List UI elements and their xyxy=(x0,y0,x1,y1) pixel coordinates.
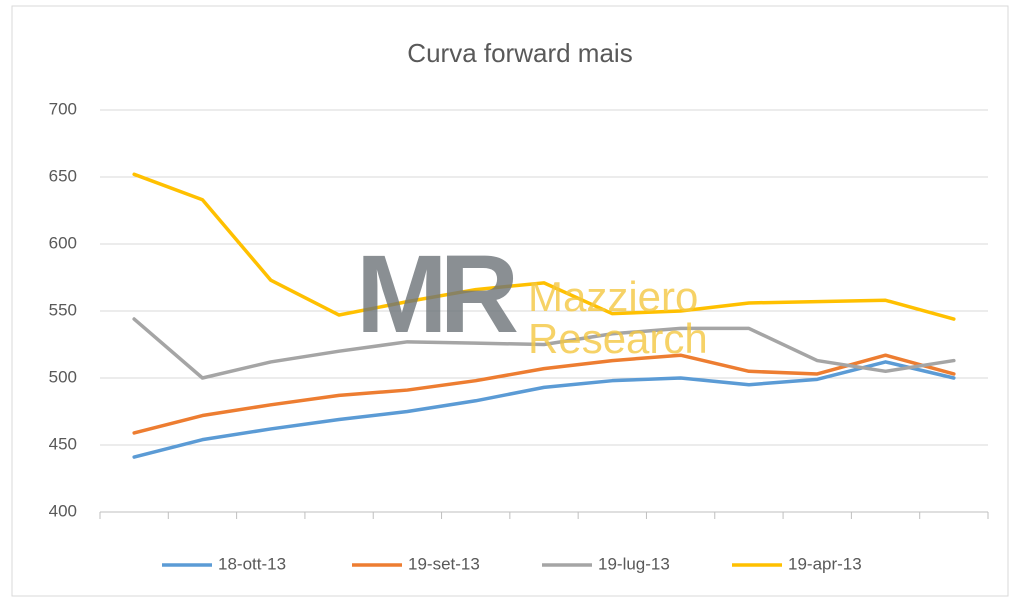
legend-label: 19-set-13 xyxy=(408,554,480,573)
y-tick-label: 650 xyxy=(49,166,77,185)
legend-label: 19-lug-13 xyxy=(598,554,670,573)
data-line xyxy=(132,172,956,321)
watermark: MR Mazziero Research xyxy=(356,233,708,362)
y-tick-label: 600 xyxy=(49,233,77,252)
y-tick-label: 700 xyxy=(49,99,77,118)
watermark-text: Research xyxy=(528,315,708,362)
data-line xyxy=(132,353,956,435)
y-tick-label: 500 xyxy=(49,367,77,386)
legend-label: 18-ott-13 xyxy=(218,554,286,573)
y-tick-label: 400 xyxy=(49,501,77,520)
watermark-logo: MR xyxy=(356,233,518,356)
chart-title: Curva forward mais xyxy=(407,38,632,68)
y-tick-label: 450 xyxy=(49,434,77,453)
y-tick-label: 550 xyxy=(49,300,77,319)
legend-label: 19-apr-13 xyxy=(788,554,862,573)
data-line xyxy=(132,360,956,459)
watermark-text: Mazziero xyxy=(528,273,698,320)
data-line xyxy=(132,317,956,380)
